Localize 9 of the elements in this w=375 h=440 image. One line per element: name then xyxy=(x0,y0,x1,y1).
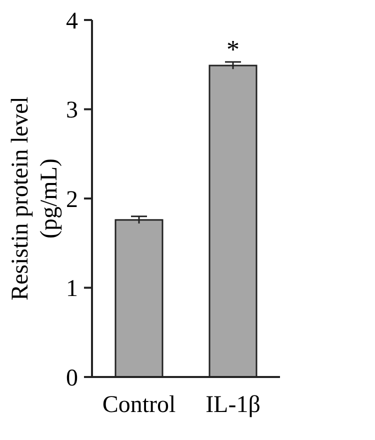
annotation: * xyxy=(226,34,240,64)
x-tick-label: IL-1β xyxy=(206,392,260,418)
y-tick-label: 4 xyxy=(66,8,78,34)
y-tick-label: 3 xyxy=(66,98,78,124)
y-axis-title: Resistin protein level (pg/mL) xyxy=(8,96,62,300)
y-tick-label: 1 xyxy=(66,276,78,302)
y-tick-label: 0 xyxy=(66,365,78,392)
x-tick-label: Control xyxy=(102,392,176,418)
y-tick-label: 2 xyxy=(66,186,78,213)
